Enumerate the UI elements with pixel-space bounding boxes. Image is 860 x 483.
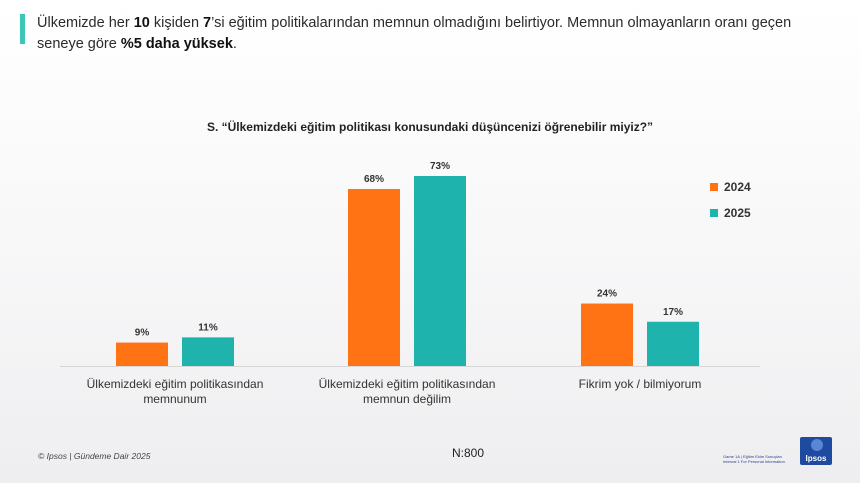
legend-label-2025: 2025 [724,206,751,220]
category-label-1-0: Ülkemizdeki eğitim politikasından [319,377,496,391]
legend-swatch-2024 [710,183,718,191]
data-label-2025-2: 17% [663,307,683,318]
bar-2025-2 [647,321,699,366]
logo-text: Ipsos [805,454,827,463]
data-label-2024-1: 68% [364,174,384,185]
sample-size: N:800 [452,446,485,460]
data-label-2024-0: 9% [135,328,150,339]
bar-2024-1 [348,189,400,366]
legend-label-2024: 2024 [724,180,751,194]
bar-2024-0 [116,342,168,366]
source-note: © Ipsos | Gündeme Dair 2025 [38,451,151,461]
data-label-2024-2: 24% [597,289,617,300]
bar-2025-0 [182,337,234,366]
ipsos-logo: Ipsos [800,437,832,465]
category-label-2-0: Fikrim yok / bilmiyorum [579,377,702,391]
data-label-2025-0: 11% [198,322,218,333]
category-label-0-0: Ülkemizdeki eğitim politikasından [87,377,264,391]
chart-title: S. “Ülkemizdeki eğitim politikası konusu… [206,120,654,134]
bar-2025-1 [414,176,466,366]
headline: Ülkemizde her 10 kişiden 7’si eğitim pol… [37,15,792,52]
category-label-0-1: memnunum [143,392,206,406]
accent-bar [20,14,25,44]
fine-print: Game 1A | Eğitim Ekim Sonuçları Internal… [723,454,785,464]
logo-circle-icon [811,439,823,451]
legend-swatch-2025 [710,209,718,217]
category-label-1-1: memnun değilim [363,392,451,406]
data-label-2025-1: 73% [430,161,450,172]
bar-2024-2 [581,303,633,366]
